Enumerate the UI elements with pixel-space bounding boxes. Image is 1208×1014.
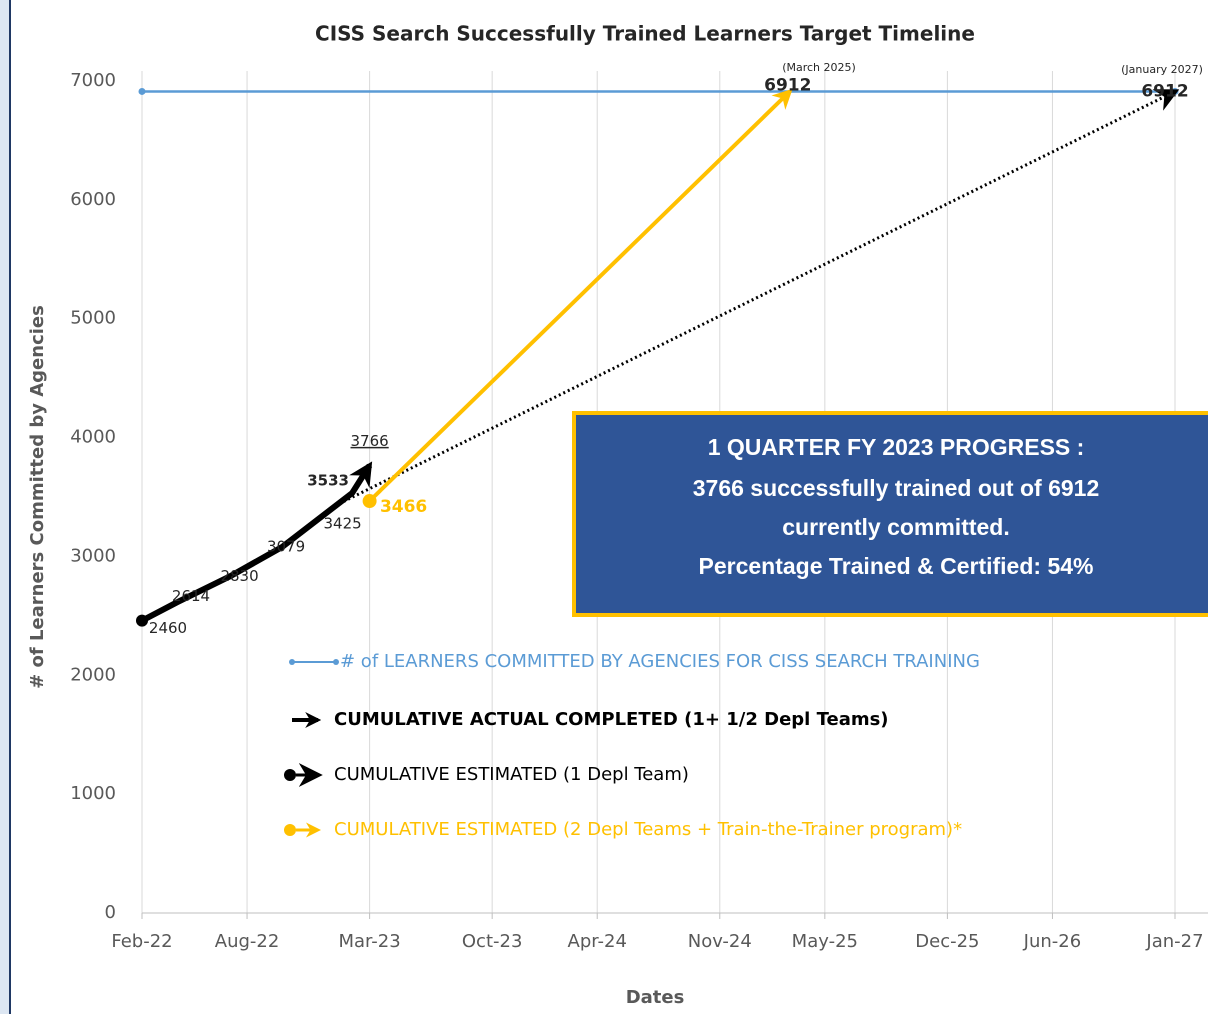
callout-text: 3766 successfully trained out of 6912 xyxy=(693,475,1100,501)
legend-label: CUMULATIVE ACTUAL COMPLETED (1+ 1/2 Depl… xyxy=(334,709,889,730)
callout-box xyxy=(572,411,1208,617)
legend-swatch xyxy=(333,659,339,665)
legend-item: CUMULATIVE ESTIMATED (2 Depl Teams + Tra… xyxy=(284,819,962,840)
legend-label: CUMULATIVE ESTIMATED (2 Depl Teams + Tra… xyxy=(334,819,962,840)
legend-label: CUMULATIVE ESTIMATED (1 Depl Team) xyxy=(334,764,689,785)
data-label: 3533 xyxy=(307,472,349,490)
point xyxy=(136,614,148,627)
x-tick-label: May-25 xyxy=(792,931,858,952)
y-tick-label: 4000 xyxy=(70,427,116,448)
y-tick-label: 1000 xyxy=(70,783,116,804)
legend-item: CUMULATIVE ESTIMATED (1 Depl Team) xyxy=(284,763,689,787)
x-tick-label: Dec-25 xyxy=(915,931,979,952)
x-tick-label: Nov-24 xyxy=(688,931,752,952)
legend-label: # of LEARNERS COMMITTED BY AGENCIES FOR … xyxy=(340,651,980,672)
y-tick-label: 6000 xyxy=(70,189,116,210)
y-axis-label: # of Learners Committed by Agencies xyxy=(27,305,48,689)
side-strip xyxy=(0,0,10,1014)
legend-item: # of LEARNERS COMMITTED BY AGENCIES FOR … xyxy=(289,651,980,672)
x-tick-label: Feb-22 xyxy=(111,931,172,952)
x-axis-label: Dates xyxy=(626,987,685,1008)
data-label: 3466 xyxy=(380,497,427,517)
legend-swatch xyxy=(289,659,295,665)
y-tick-label: 0 xyxy=(105,902,116,923)
x-tick-label: Aug-22 xyxy=(215,931,280,952)
series-line xyxy=(333,89,1180,508)
annotation: (January 2027) xyxy=(1121,63,1203,76)
data-label: 3766 xyxy=(351,432,389,450)
data-label: 2460 xyxy=(149,619,187,637)
data-label: 2830 xyxy=(220,567,258,585)
data-label: 6912 xyxy=(764,75,811,95)
callout-text: 1 QUARTER FY 2023 PROGRESS : xyxy=(708,434,1085,460)
data-label: 2614 xyxy=(172,587,210,605)
annotation: (March 2025) xyxy=(782,61,856,74)
y-tick-label: 2000 xyxy=(70,664,116,685)
y-tick-label: 7000 xyxy=(70,70,116,91)
y-tick-label: 5000 xyxy=(70,308,116,329)
y-tick-label: 3000 xyxy=(70,545,116,566)
series-line xyxy=(368,88,793,503)
x-tick-label: Apr-24 xyxy=(568,931,627,952)
data-label: 3425 xyxy=(323,514,361,532)
x-tick-label: Mar-23 xyxy=(339,931,401,952)
x-tick-label: Jun-26 xyxy=(1023,931,1082,952)
legend-item: CUMULATIVE ACTUAL COMPLETED (1+ 1/2 Depl… xyxy=(292,709,889,730)
chart-title: CISS Search Successfully Trained Learner… xyxy=(315,22,975,46)
point xyxy=(362,494,377,509)
data-label: 3079 xyxy=(267,538,305,556)
x-tick-label: Oct-23 xyxy=(462,931,523,952)
x-tick-label: Jan-27 xyxy=(1145,931,1203,952)
point xyxy=(138,87,146,95)
legend-swatch xyxy=(284,824,296,836)
data-label: 6912 xyxy=(1141,81,1188,101)
callout-text: Percentage Trained & Certified: 54% xyxy=(699,553,1094,579)
callout-text: currently committed. xyxy=(782,514,1010,540)
legend-swatch xyxy=(284,769,296,781)
series-line xyxy=(140,461,373,624)
